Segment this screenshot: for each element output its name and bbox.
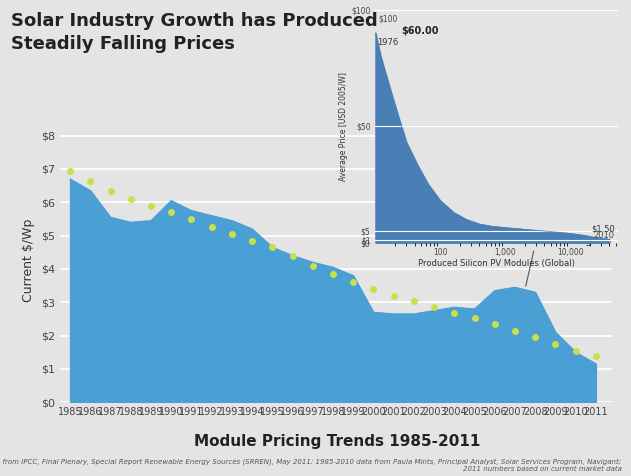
Text: Due to Silicon Shortage: Due to Silicon Shortage bbox=[475, 236, 598, 286]
Text: $1.50: $1.50 bbox=[591, 225, 615, 234]
Text: Solar Industry Growth has Produced
Steadily Falling Prices: Solar Industry Growth has Produced Stead… bbox=[11, 12, 378, 53]
X-axis label: Produced Silicon PV Modules (Global): Produced Silicon PV Modules (Global) bbox=[418, 259, 575, 268]
Text: Sources: 1976 -1985 data from IPCC, Final Plenary, Special Report Renewable Ener: Sources: 1976 -1985 data from IPCC, Fina… bbox=[0, 458, 622, 472]
Text: $60.00: $60.00 bbox=[401, 26, 439, 36]
Text: Module Pricing Trends 1985-2011: Module Pricing Trends 1985-2011 bbox=[194, 434, 481, 449]
Y-axis label: Average Price [USD 2005/W]: Average Price [USD 2005/W] bbox=[339, 72, 348, 180]
Text: 2010: 2010 bbox=[594, 231, 615, 240]
Y-axis label: Current $/Wp: Current $/Wp bbox=[23, 219, 35, 302]
Text: 1976: 1976 bbox=[377, 38, 398, 47]
Text: $100: $100 bbox=[378, 14, 398, 23]
